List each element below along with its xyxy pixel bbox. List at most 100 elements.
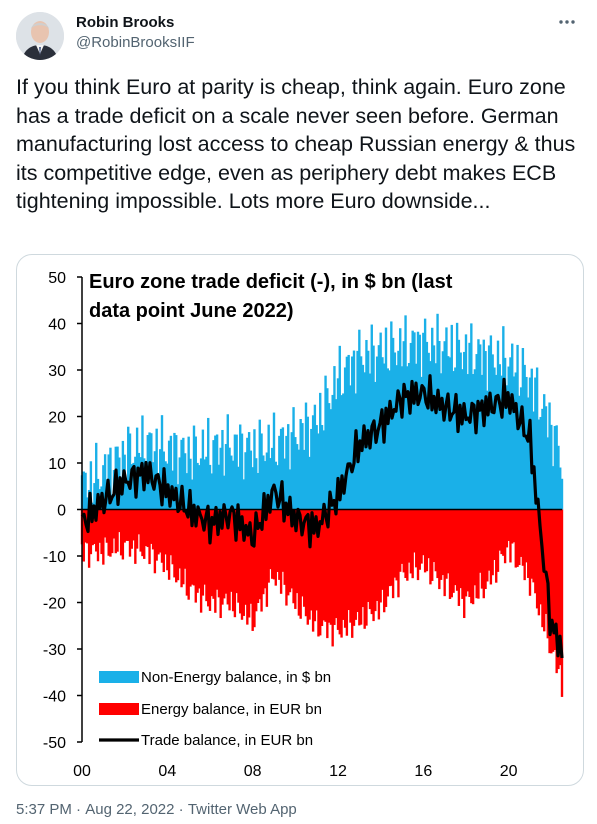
- energy-bar: [319, 509, 322, 636]
- tweet-date[interactable]: Aug 22, 2022: [85, 801, 175, 818]
- non-energy-bar: [420, 376, 423, 510]
- energy-bar: [176, 509, 180, 581]
- energy-bar: [500, 509, 503, 555]
- non-energy-bar: [244, 452, 247, 510]
- energy-bar: [132, 509, 135, 541]
- non-energy-bar: [391, 337, 395, 510]
- non-energy-bar: [448, 357, 452, 510]
- non-energy-bar: [212, 440, 215, 510]
- non-energy-bar: [525, 376, 528, 510]
- non-energy-bar: [251, 467, 254, 510]
- energy-bar: [391, 509, 395, 599]
- non-energy-bar: [402, 341, 405, 510]
- energy-bar: [383, 509, 386, 613]
- energy-bar: [199, 509, 203, 613]
- non-energy-bar: [443, 341, 446, 510]
- non-energy-bar: [228, 447, 231, 510]
- tweet-time[interactable]: 5:37 PM: [16, 801, 72, 818]
- energy-bar: [311, 509, 315, 632]
- more-horizontal-icon[interactable]: [557, 12, 577, 37]
- energy-bar: [96, 509, 100, 562]
- energy-bar: [111, 509, 114, 554]
- energy-bar: [361, 509, 365, 608]
- energy-bar: [340, 509, 343, 638]
- legend-swatch-non-energy: [99, 671, 139, 683]
- non-energy-bar: [173, 432, 176, 510]
- energy-bar: [386, 509, 389, 597]
- non-energy-bar: [93, 483, 96, 510]
- energy-bar: [247, 509, 251, 618]
- energy-bar: [395, 509, 398, 581]
- energy-bar: [356, 509, 359, 613]
- tweet-source[interactable]: Twitter Web App: [187, 801, 297, 818]
- non-energy-bar: [544, 406, 548, 510]
- energy-bar: [251, 509, 254, 631]
- energy-bar: [335, 509, 338, 619]
- non-energy-bar: [356, 350, 359, 510]
- energy-bar: [477, 509, 480, 599]
- non-energy-bar: [263, 461, 267, 510]
- non-energy-bar: [203, 459, 206, 510]
- energy-bar: [287, 509, 290, 596]
- non-energy-bar: [214, 435, 217, 510]
- non-energy-bar: [555, 425, 558, 510]
- energy-bar: [263, 509, 267, 589]
- non-energy-bar: [546, 437, 549, 510]
- energy-bar: [242, 509, 245, 616]
- non-energy-bar: [537, 419, 541, 510]
- energy-bar: [374, 509, 377, 612]
- energy-bar: [272, 509, 276, 580]
- energy-bar: [368, 509, 372, 610]
- energy-bar: [221, 509, 224, 605]
- energy-bar: [198, 509, 201, 589]
- non-energy-bar: [191, 479, 194, 510]
- non-energy-bar: [182, 437, 185, 510]
- non-energy-bar: [548, 402, 551, 510]
- non-energy-bar: [139, 457, 142, 510]
- energy-bar: [484, 509, 487, 590]
- energy-bar: [434, 509, 437, 572]
- author-name[interactable]: Robin Brooks: [76, 14, 175, 31]
- energy-bar: [315, 509, 318, 611]
- tweet-text: If you think Euro at parity is cheap, th…: [16, 75, 582, 213]
- energy-bar: [187, 509, 190, 600]
- non-energy-bar: [299, 419, 302, 510]
- x-tick-label: 00: [73, 763, 91, 780]
- energy-bar: [173, 509, 176, 578]
- non-energy-bar: [432, 345, 436, 510]
- non-energy-bar: [265, 452, 269, 510]
- non-energy-bar: [336, 378, 340, 510]
- non-energy-bar: [541, 408, 544, 510]
- non-energy-bar: [290, 432, 293, 510]
- avatar[interactable]: [16, 12, 64, 60]
- energy-bar: [521, 509, 525, 566]
- energy-bar: [363, 509, 366, 629]
- non-energy-bar: [84, 472, 87, 510]
- energy-bar: [527, 509, 530, 578]
- non-energy-bar: [527, 397, 530, 510]
- energy-bar: [544, 509, 548, 614]
- non-energy-bar: [493, 367, 496, 510]
- non-energy-bar: [127, 426, 130, 510]
- energy-bar: [381, 509, 384, 590]
- energy-bar: [306, 509, 309, 625]
- non-energy-bar: [411, 330, 414, 510]
- non-energy-bar: [447, 356, 450, 510]
- energy-bar: [409, 509, 413, 574]
- energy-bar: [233, 509, 237, 618]
- energy-bar: [557, 509, 560, 670]
- energy-bar: [479, 509, 482, 573]
- energy-bar: [203, 509, 206, 585]
- non-energy-bar: [507, 366, 510, 510]
- non-energy-bar: [128, 433, 132, 510]
- energy-bar: [407, 509, 411, 563]
- energy-bar: [210, 509, 213, 597]
- energy-bar: [82, 509, 85, 562]
- author-handle[interactable]: @RobinBrooksIIF: [76, 34, 195, 51]
- energy-bar: [480, 509, 484, 589]
- non-energy-bar: [539, 416, 542, 510]
- energy-bar: [123, 509, 126, 543]
- non-energy-bar: [543, 394, 546, 510]
- tweet-media[interactable]: 50 40 30 20 10 0 -10 -20 -30 -40 -50 00 04 08 12 16 20 …: [16, 254, 584, 786]
- energy-bar: [359, 509, 363, 625]
